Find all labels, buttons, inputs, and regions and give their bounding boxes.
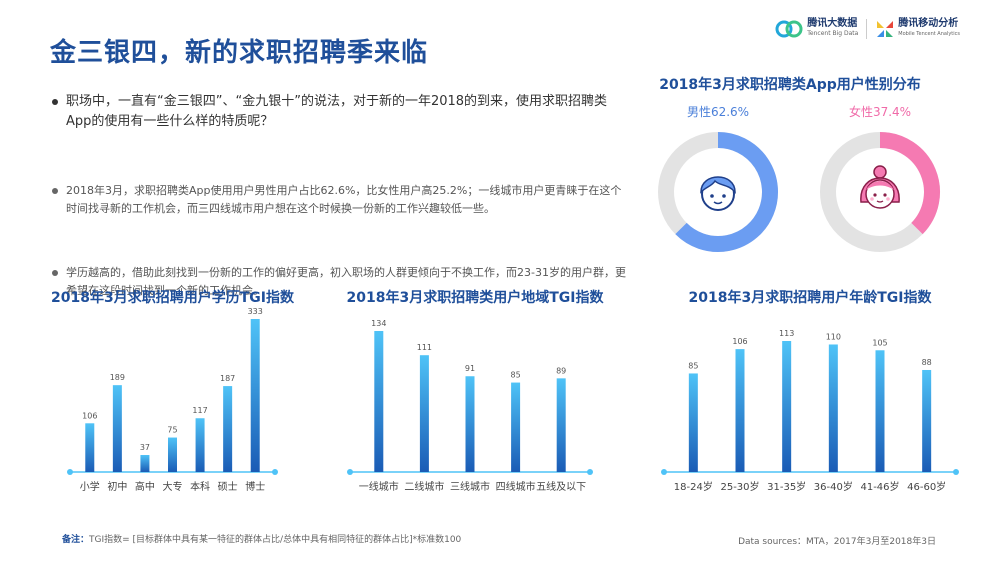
- value-label-0: 134: [371, 319, 386, 328]
- bar-3: [828, 344, 838, 472]
- value-label-4: 105: [872, 338, 887, 347]
- bar-4: [556, 378, 566, 472]
- category-label-5: 46-60岁: [907, 480, 946, 493]
- category-label-2: 高中: [135, 480, 155, 493]
- bar-2: [782, 341, 792, 472]
- category-label-3: 36-40岁: [814, 480, 853, 493]
- female-face-icon: [860, 165, 900, 209]
- axis-end-dot: [953, 469, 959, 475]
- category-label-1: 初中: [107, 480, 127, 493]
- category-label-3: 大专: [163, 480, 183, 493]
- category-label-4: 41-46岁: [860, 480, 899, 493]
- male-face-icon: [700, 176, 736, 211]
- bar-1: [735, 349, 745, 472]
- value-label-0: 106: [82, 411, 97, 420]
- bar-3: [168, 437, 177, 472]
- bullet-gender-region: 2018年3月，求职招聘类App使用用户男性用户占比62.6%，比女性用户高25…: [52, 182, 626, 218]
- axis-end-dot: [347, 469, 353, 475]
- bar-0: [85, 423, 95, 472]
- logo-right-en: Mobile Tencent Analytics: [898, 31, 960, 37]
- female-share-label: 女性37.4%: [848, 105, 912, 119]
- bar-1: [112, 385, 122, 472]
- age-chart-title: 2018年3月求职招聘用户年龄TGI指数: [688, 290, 932, 306]
- bar-5: [223, 386, 233, 472]
- value-label-4: 89: [556, 366, 566, 375]
- female-slice: [879, 132, 940, 235]
- bar-0: [374, 331, 384, 472]
- value-label-2: 37: [140, 443, 150, 452]
- footnote-label: 备注：: [62, 535, 90, 545]
- axis-end-dot: [272, 469, 278, 475]
- bar-4: [875, 350, 885, 472]
- category-label-4: 本科: [190, 480, 210, 493]
- value-label-0: 85: [688, 361, 698, 370]
- tencent-big-data-logo-icon: [775, 20, 803, 38]
- bar-3: [511, 382, 521, 472]
- bar-5: [922, 369, 932, 472]
- page-title: 金三银四，新的求职招聘季来临: [50, 38, 429, 68]
- bar-2: [140, 455, 150, 472]
- value-label-6: 333: [248, 307, 263, 316]
- bar-1: [419, 355, 429, 472]
- gender-chart-title: 2018年3月求职招聘类App用户性别分布: [659, 77, 921, 93]
- bar-0: [688, 373, 698, 472]
- category-label-2: 三线城市: [450, 480, 490, 493]
- region-chart-title: 2018年3月求职招聘类用户地域TGI指数: [346, 290, 604, 306]
- category-label-0: 一线城市: [359, 480, 399, 493]
- data-source: Data sources：MTA，2017年3月至2018年3日: [738, 537, 936, 547]
- value-label-5: 88: [922, 358, 932, 367]
- mta-logo-icon: [877, 21, 894, 37]
- axis-end-dot: [67, 469, 73, 475]
- category-label-4: 五线及以下: [536, 480, 586, 493]
- footnote-text: TGI指数= [目标群体中具有某一特征的群体占比/总体中具有相同特征的群体占比]…: [89, 535, 462, 545]
- value-label-3: 85: [511, 371, 521, 380]
- education-chart-title: 2018年3月求职招聘用户学历TGI指数: [51, 290, 294, 306]
- value-label-4: 117: [192, 406, 207, 415]
- education-tgi-chart: 106 小学 189 初中 37 高中 75 大专 117 本科 187 硕士 333 博士: [67, 307, 278, 493]
- gender-distribution-chart: [658, 132, 940, 252]
- logo-left-cn: 腾讯大数据: [807, 18, 858, 29]
- bar-2: [465, 376, 475, 472]
- value-label-5: 187: [220, 374, 235, 383]
- region-tgi-chart: 134 一线城市 111 二线城市 91 三线城市 85 四线城市 89 五线及以下: [347, 319, 593, 493]
- bullet-education-age: 学历越高的，借助此刻找到一份新的工作的偏好更高，初入职场的人群更倾向于不换工作，…: [52, 264, 626, 300]
- bar-4: [195, 418, 205, 472]
- bullet-intro: 职场中，一直有“金三银四”、“金九银十”的说法，对于新的一年2018的到来，使用…: [52, 92, 626, 132]
- value-label-3: 75: [167, 426, 177, 435]
- bar-6: [250, 319, 260, 472]
- value-label-1: 111: [417, 343, 432, 352]
- logo-right-cn: 腾讯移动分析: [898, 18, 959, 29]
- age-tgi-chart: 85 18-24岁 106 25-30岁 113 31-35岁 110 36-40岁 105 41…: [661, 329, 959, 493]
- value-label-2: 91: [465, 364, 475, 373]
- axis-end-dot: [661, 469, 667, 475]
- value-label-3: 110: [826, 332, 841, 341]
- footnote: 备注：TGI指数= [目标群体中具有某一特征的群体占比/总体中具有相同特征的群体…: [62, 532, 461, 545]
- category-label-3: 四线城市: [496, 480, 536, 493]
- category-label-1: 25-30岁: [720, 480, 759, 493]
- logo-left-en: Tencent Big Data: [807, 30, 859, 37]
- value-label-1: 106: [732, 337, 747, 346]
- category-label-2: 31-35岁: [767, 480, 806, 493]
- axis-end-dot: [587, 469, 593, 475]
- value-label-2: 113: [779, 329, 794, 338]
- value-label-1: 189: [110, 373, 125, 382]
- category-label-5: 硕士: [218, 480, 238, 493]
- male-share-label: 男性62.6%: [686, 105, 750, 119]
- category-label-0: 18-24岁: [674, 480, 713, 493]
- brand-logos: 腾讯大数据 Tencent Big Data 腾讯移动分析 Mobile Ten…: [774, 16, 960, 42]
- category-label-6: 博士: [245, 480, 265, 493]
- male-slice: [675, 132, 778, 252]
- category-label-0: 小学: [80, 480, 100, 493]
- category-label-1: 二线城市: [404, 480, 444, 493]
- male-donut: [658, 132, 778, 252]
